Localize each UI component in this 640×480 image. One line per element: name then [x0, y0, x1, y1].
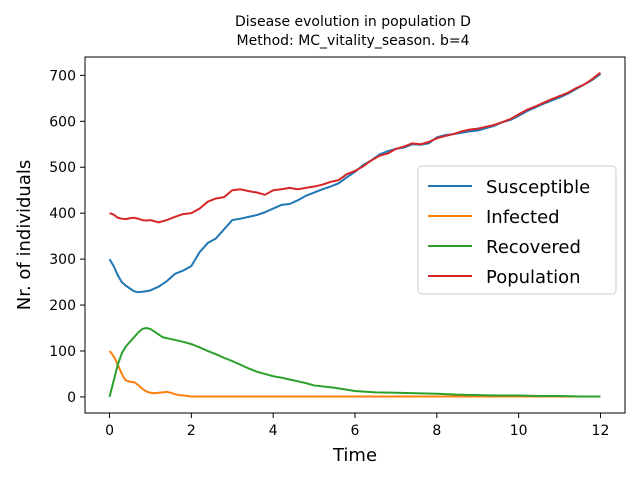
legend-label-susceptible: Susceptible: [486, 177, 590, 198]
y-tick-label: 300: [49, 252, 76, 268]
y-tick-label: 500: [49, 160, 76, 176]
y-tick-label: 400: [49, 206, 76, 222]
x-tick-label: 4: [269, 423, 278, 439]
legend-label-recovered: Recovered: [486, 237, 581, 258]
x-tick-label: 12: [592, 423, 610, 439]
x-tick-label: 8: [432, 423, 441, 439]
legend-label-infected: Infected: [486, 207, 560, 228]
legend-box: [417, 165, 617, 295]
series-layer: [108, 71, 602, 398]
y-tick-label: 0: [67, 390, 76, 406]
x-axis-label: Time: [332, 445, 377, 466]
x-tick-label: 0: [105, 423, 114, 439]
y-tick-label: 100: [49, 344, 76, 360]
series-line-infected: [108, 350, 601, 398]
y-axis-label: Nr. of individuals: [14, 160, 35, 310]
x-axis-ticks: 0 2 4 6 8 10 12: [105, 413, 609, 439]
x-tick-label: 10: [510, 423, 528, 439]
y-tick-label: 600: [49, 114, 76, 130]
legend-label-population: Population: [486, 267, 581, 288]
x-tick-label: 6: [351, 423, 360, 439]
series-line-population: [109, 71, 602, 224]
y-axis-ticks: 0 100 200 300 400 500 600 700: [49, 68, 85, 406]
y-tick-label: 200: [49, 298, 76, 314]
chart-title-line-1: Disease evolution in population D: [235, 14, 471, 30]
legend: Susceptible Infected Recovered Population: [417, 165, 617, 295]
chart-title-line-2: Method: MC_vitality_season. b=4: [237, 33, 470, 49]
y-tick-label: 700: [49, 68, 76, 84]
x-tick-label: 2: [187, 423, 196, 439]
series-line-recovered: [108, 327, 601, 398]
plot-area-frame: [84, 56, 626, 414]
